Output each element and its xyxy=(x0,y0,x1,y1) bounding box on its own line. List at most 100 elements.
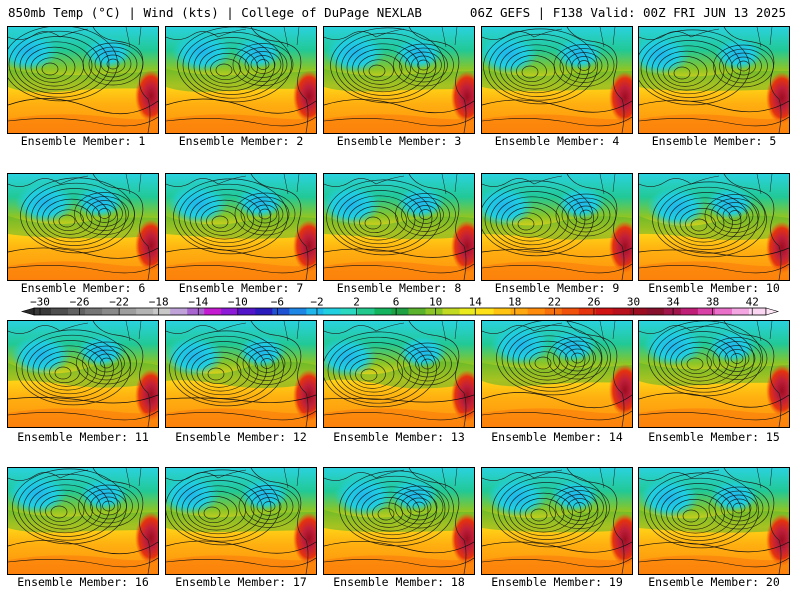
colorbar-tick-label: 22 xyxy=(548,296,561,309)
ensemble-member-label: Ensemble Member: 12 xyxy=(175,430,307,444)
ensemble-member-label: Ensemble Member: 2 xyxy=(178,134,304,148)
temperature-wind-map xyxy=(482,468,632,574)
colorbar-segment xyxy=(629,308,648,315)
temperature-wind-map xyxy=(8,174,158,280)
ensemble-map-panel xyxy=(323,26,475,134)
colorbar-segment xyxy=(680,308,699,315)
colorbar-tick-label: 2 xyxy=(353,296,360,309)
colorbar-segment xyxy=(102,308,120,315)
colorbar-segment xyxy=(476,308,495,315)
ensemble-member-label: Ensemble Member: 5 xyxy=(651,134,777,148)
colorbar-segment xyxy=(85,308,103,315)
ensemble-map-panel xyxy=(323,173,475,281)
colorbar-segment xyxy=(578,308,597,315)
ensemble-member-label: Ensemble Member: 20 xyxy=(648,575,780,589)
colorbar-tick-label: 26 xyxy=(587,296,600,309)
ensemble-member-label: Ensemble Member: 8 xyxy=(336,281,462,295)
colorbar-min-arrow xyxy=(20,307,35,316)
colorbar-tick-label: −6 xyxy=(271,296,284,309)
temperature-wind-map xyxy=(166,27,316,133)
ensemble-map-panel xyxy=(7,26,159,134)
colorbar-tick-label: −10 xyxy=(228,296,248,309)
colorbar-segment xyxy=(323,308,341,315)
temperature-wind-map xyxy=(166,468,316,574)
colorbar-segment xyxy=(612,308,631,315)
colorbar-tick-label: 34 xyxy=(666,296,680,309)
ensemble-map-panel xyxy=(7,173,159,281)
temperature-wind-map xyxy=(482,27,632,133)
ensemble-member-label: Ensemble Member: 6 xyxy=(20,281,146,295)
colorbar-segment xyxy=(272,308,290,315)
colorbar-segment xyxy=(493,308,512,315)
ensemble-map-panel xyxy=(7,467,159,575)
ensemble-member-label: Ensemble Member: 14 xyxy=(491,430,623,444)
ensemble-member-label: Ensemble Member: 13 xyxy=(333,430,465,444)
colorbar-segment xyxy=(119,308,137,315)
ensemble-member-label: Ensemble Member: 11 xyxy=(17,430,149,444)
ensemble-member-label: Ensemble Member: 3 xyxy=(336,134,462,148)
colorbar-segment xyxy=(425,308,443,315)
colorbar-segment xyxy=(408,308,426,315)
ensemble-member-label: Ensemble Member: 17 xyxy=(175,575,307,589)
colorbar-tick-label: −18 xyxy=(149,296,169,309)
colorbar-tick-label: 42 xyxy=(746,296,759,309)
colorbar-segment xyxy=(51,308,69,315)
temperature-wind-map xyxy=(166,174,316,280)
ensemble-map-panel xyxy=(7,320,159,428)
temperature-wind-map xyxy=(639,321,789,427)
colorbar-segment xyxy=(510,308,529,315)
colorbar-tick-label: −30 xyxy=(30,296,50,309)
ensemble-map-panel xyxy=(481,26,633,134)
ensemble-member-label: Ensemble Member: 16 xyxy=(17,575,149,589)
ensemble-map-panel xyxy=(638,173,790,281)
colorbar-segment xyxy=(646,308,665,315)
ensemble-map-panel xyxy=(165,320,317,428)
colorbar-segment xyxy=(238,308,256,315)
colorbar-tick-label: 30 xyxy=(627,296,640,309)
temperature-wind-map xyxy=(8,27,158,133)
temperature-wind-map xyxy=(639,468,789,574)
colorbar-segment xyxy=(731,308,750,315)
colorbar-segment xyxy=(527,308,546,315)
ensemble-map-panel xyxy=(638,467,790,575)
colorbar-segment xyxy=(306,308,324,315)
colorbar-segment xyxy=(136,308,154,315)
colorbar-tick-label: −22 xyxy=(109,296,129,309)
ensemble-map-panel xyxy=(638,26,790,134)
colorbar-segment xyxy=(68,308,86,315)
colorbar-segment xyxy=(544,308,563,315)
temperature-wind-map xyxy=(482,174,632,280)
colorbar-tick-label: 6 xyxy=(393,296,400,309)
colorbar-segment xyxy=(221,308,239,315)
ensemble-map-panel xyxy=(481,320,633,428)
map-title: 850mb Temp (°C) | Wind (kts) | College o… xyxy=(8,5,422,20)
ensemble-map-panel xyxy=(165,467,317,575)
ensemble-map-panel xyxy=(323,467,475,575)
colorbar-tick-label: 10 xyxy=(429,296,442,309)
colorbar-segment xyxy=(459,308,478,315)
colorbar-segment xyxy=(595,308,614,315)
colorbar-segment xyxy=(663,308,682,315)
temperature-wind-map xyxy=(324,27,474,133)
colorbar-segment xyxy=(170,308,188,315)
temperature-wind-map xyxy=(639,27,789,133)
colorbar-segment xyxy=(561,308,580,315)
temperature-wind-map xyxy=(166,321,316,427)
colorbar-segment xyxy=(255,308,273,315)
colorbar-segment xyxy=(442,308,460,315)
ensemble-map-panel xyxy=(481,467,633,575)
colorbar-segment xyxy=(697,308,716,315)
colorbar-segment xyxy=(289,308,307,315)
colorbar-segment xyxy=(714,308,733,315)
temperature-wind-map xyxy=(482,321,632,427)
ensemble-member-label: Ensemble Member: 9 xyxy=(494,281,620,295)
ensemble-member-label: Ensemble Member: 18 xyxy=(333,575,465,589)
ensemble-member-label: Ensemble Member: 15 xyxy=(648,430,780,444)
colorbar-tick-label: −26 xyxy=(70,296,90,309)
colorbar-segment xyxy=(391,308,409,315)
ensemble-map-panel xyxy=(323,320,475,428)
colorbar-segment xyxy=(340,308,358,315)
ensemble-member-label: Ensemble Member: 7 xyxy=(178,281,304,295)
colorbar-segment xyxy=(357,308,375,315)
temperature-wind-map xyxy=(324,174,474,280)
